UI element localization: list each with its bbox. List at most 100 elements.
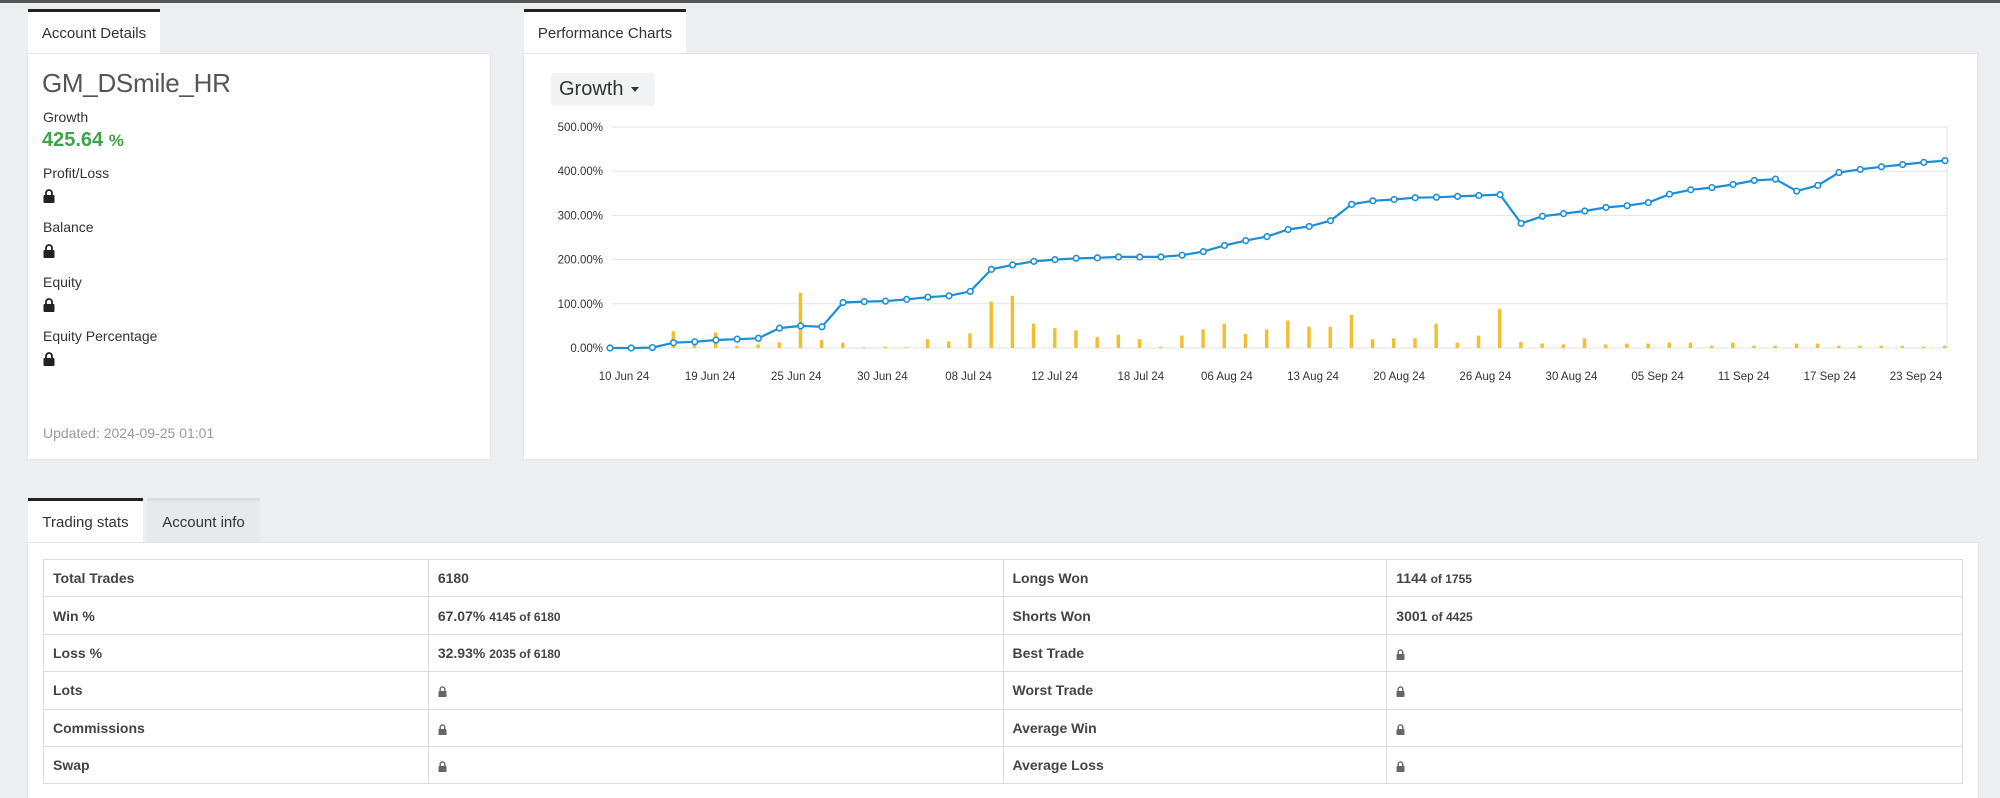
chart-type-dropdown[interactable]: Growth xyxy=(551,73,655,106)
bar xyxy=(1307,326,1311,348)
table-row: Win % 67.07% 4145 of 6180 Shorts Won 3001 o… xyxy=(43,596,1963,635)
bar xyxy=(1667,342,1672,348)
data-point xyxy=(1814,181,1822,189)
x-tick-label: 08 Jul 24 xyxy=(945,371,992,383)
bar xyxy=(1582,338,1587,348)
bar xyxy=(1370,339,1375,348)
x-tick-label: 11 Sep 24 xyxy=(1718,371,1770,383)
data-point xyxy=(1750,176,1758,185)
data-point xyxy=(1284,225,1292,234)
data-point xyxy=(1729,180,1737,189)
account-details-panel xyxy=(27,53,491,460)
stat-label: Win % xyxy=(43,596,429,635)
data-point xyxy=(1220,241,1229,250)
y-tick-label: 100.00% xyxy=(558,299,603,311)
data-point xyxy=(1136,253,1144,261)
account-name: GM_DSmile_HR xyxy=(42,68,231,98)
bar xyxy=(947,341,951,348)
data-point xyxy=(966,287,974,296)
y-tick-label: 400.00% xyxy=(558,166,603,178)
bar xyxy=(1201,329,1205,348)
bar xyxy=(1116,334,1121,348)
data-point xyxy=(754,334,762,342)
data-point xyxy=(1559,210,1568,218)
data-point xyxy=(1517,219,1525,227)
x-tick-label: 12 Jul 24 xyxy=(1031,371,1078,383)
stat-sub: of 1755 xyxy=(1430,572,1472,587)
growth-label: Growth xyxy=(43,109,89,125)
stat-label: Total Trades xyxy=(43,558,429,598)
lock-icon xyxy=(438,686,447,698)
bar xyxy=(1540,343,1544,348)
data-point xyxy=(1644,198,1652,207)
data-point xyxy=(1114,253,1123,261)
tab-account-info[interactable]: Account info xyxy=(147,498,260,543)
x-tick-label: 19 Jun 24 xyxy=(685,371,736,383)
tab-performance-charts[interactable]: Performance Charts xyxy=(524,9,686,54)
data-point xyxy=(1708,183,1716,192)
bar xyxy=(1349,314,1354,348)
table-row: Loss % 32.93% 2035 of 6180 Best Trade xyxy=(43,633,1963,673)
growth-value: 425.64 % xyxy=(42,129,124,151)
lock-icon xyxy=(1396,761,1405,772)
data-point xyxy=(606,344,614,352)
data-point xyxy=(797,322,805,330)
table-row: Lots Worst Trade xyxy=(43,671,1963,710)
data-point xyxy=(712,336,720,344)
updated-timestamp: Updated: 2024-09-25 01:01 xyxy=(43,425,215,441)
data-point xyxy=(903,295,911,303)
data-point xyxy=(1623,202,1631,210)
stat-value: 1144 of 1755 xyxy=(1386,558,1963,598)
top-border xyxy=(0,0,2000,3)
data-point xyxy=(1411,194,1419,202)
stat-value xyxy=(1386,708,1963,747)
data-point xyxy=(775,324,784,332)
stat-label: Average Win xyxy=(1002,708,1388,747)
lock-icon xyxy=(1396,686,1405,698)
growth-chart: 0.00% 100.00% 200.00% 300.00% 400.00% 500.00%… xyxy=(558,122,1949,383)
bar xyxy=(883,346,887,348)
stat-value xyxy=(427,745,1004,785)
data-point xyxy=(881,297,890,305)
tab-account-details[interactable]: Account Details xyxy=(28,9,160,54)
data-point xyxy=(1178,251,1186,259)
x-tick-label: 05 Sep 24 xyxy=(1631,371,1684,383)
stat-main: 32.93% xyxy=(437,644,486,661)
bar xyxy=(1752,345,1756,348)
bar xyxy=(1731,342,1735,348)
bar xyxy=(1095,336,1099,348)
x-tick-label: 18 Jul 24 xyxy=(1117,371,1164,383)
bar xyxy=(735,345,739,348)
data-point xyxy=(1771,175,1780,183)
x-tick-label: 26 Aug 24 xyxy=(1459,371,1511,383)
stat-label: Shorts Won xyxy=(1002,596,1388,635)
data-point xyxy=(1390,195,1398,204)
bar xyxy=(1794,343,1799,348)
bar xyxy=(1561,344,1566,348)
data-point xyxy=(1899,160,1907,169)
lock-icon xyxy=(438,723,447,735)
stat-main: 6180 xyxy=(437,570,469,587)
stat-value: 32.93% 2035 of 6180 xyxy=(427,633,1004,673)
data-point xyxy=(1242,236,1250,245)
bar xyxy=(904,347,909,348)
x-tick-label: 30 Aug 24 xyxy=(1546,371,1598,383)
profit-loss-label: Profit/Loss xyxy=(43,165,110,181)
data-point xyxy=(1072,254,1080,262)
stat-label: Swap xyxy=(43,745,429,785)
bar xyxy=(756,344,760,348)
bar xyxy=(1286,320,1290,348)
bar xyxy=(1646,343,1650,348)
bar xyxy=(1010,295,1015,348)
data-point xyxy=(1920,158,1928,166)
bar xyxy=(1031,323,1036,348)
bar xyxy=(989,301,993,348)
bar xyxy=(692,343,697,348)
bar xyxy=(1243,333,1248,348)
stat-value: 6180 xyxy=(427,558,1004,598)
stat-label: Best Trade xyxy=(1002,633,1388,673)
data-point xyxy=(1030,257,1038,265)
tab-trading-stats[interactable]: Trading stats xyxy=(28,498,143,543)
lock-icon xyxy=(1396,648,1405,660)
data-point xyxy=(1856,165,1864,174)
